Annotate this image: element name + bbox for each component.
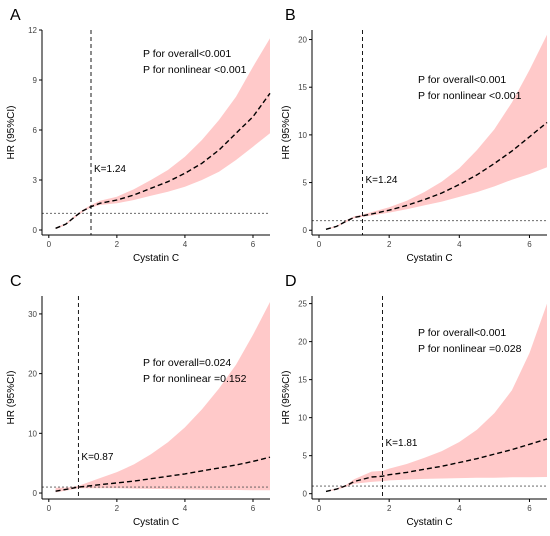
knot-label: K=0.87 (81, 452, 113, 463)
knot-label: K=1.81 (386, 438, 418, 449)
hr-curve (55, 92, 271, 229)
x-tick-label: 0 (317, 240, 322, 249)
p-value-annotation: P for overall<0.001 (418, 327, 506, 339)
x-tick-label: 0 (47, 504, 52, 513)
y-tick-label: 10 (298, 131, 307, 140)
panel-d: D 0 5 10 15 20 25 0 2 4 6 Cystatin C HR (95%CI) P for… (281, 273, 548, 528)
x-tick-label: 0 (317, 504, 322, 513)
y-tick-label: 5 (303, 179, 308, 188)
panel-letter: B (285, 7, 296, 24)
x-tick-label: 2 (115, 240, 120, 249)
x-tick-label: 4 (183, 504, 188, 513)
y-tick-label: 9 (33, 76, 38, 85)
panel-b: B 0 5 10 15 20 0 2 4 6 Cystatin C HR (95%CI) P for o… (281, 7, 548, 264)
y-tick-label: 10 (298, 414, 307, 423)
y-tick-label: 30 (28, 310, 37, 319)
x-tick-label: 2 (115, 504, 120, 513)
ci-band (326, 303, 547, 492)
p-value-annotation: P for overall<0.001 (143, 48, 231, 60)
x-tick-label: 6 (251, 240, 256, 249)
y-tick-label: 25 (298, 300, 307, 309)
panel-letter: C (10, 273, 22, 290)
y-axis-title: HR (95%CI) (6, 371, 17, 425)
ci-band (326, 34, 547, 230)
x-tick-label: 0 (47, 240, 52, 249)
knot-label: K=1.24 (94, 164, 126, 175)
y-tick-label: 15 (298, 83, 307, 92)
y-tick-label: 10 (28, 429, 37, 438)
y-tick-label: 0 (303, 226, 308, 235)
x-tick-label: 6 (251, 504, 256, 513)
x-tick-label: 6 (527, 504, 532, 513)
p-value-annotation: P for nonlinear =0.152 (143, 373, 247, 385)
y-tick-label: 0 (33, 489, 38, 498)
p-value-annotation: P for nonlinear <0.001 (143, 64, 247, 76)
y-tick-label: 0 (33, 226, 38, 235)
panel-letter: A (10, 7, 21, 24)
ci-band (55, 38, 270, 230)
x-tick-label: 6 (527, 240, 532, 249)
x-axis-title: Cystatin C (406, 253, 452, 264)
hr-curve (325, 438, 548, 493)
y-axis-title: HR (95%CI) (281, 106, 292, 160)
y-tick-label: 3 (33, 176, 38, 185)
p-value-annotation: P for nonlinear <0.001 (418, 90, 522, 102)
knot-label: K=1.24 (366, 175, 398, 186)
y-tick-label: 5 (303, 452, 308, 461)
hr-curve (325, 121, 548, 230)
x-tick-label: 4 (183, 240, 188, 249)
y-tick-label: 6 (33, 126, 38, 135)
hr-curve (55, 456, 271, 492)
panel-letter: D (285, 273, 297, 290)
y-tick-label: 0 (303, 490, 308, 499)
x-tick-label: 4 (457, 240, 462, 249)
x-axis-title: Cystatin C (133, 253, 179, 264)
y-axis-title: HR (95%CI) (6, 106, 17, 160)
x-axis-title: Cystatin C (406, 517, 452, 528)
y-tick-label: 12 (28, 26, 37, 35)
p-value-annotation: P for nonlinear =0.028 (418, 343, 522, 355)
y-axis-title: HR (95%CI) (281, 371, 292, 425)
x-tick-label: 2 (387, 504, 392, 513)
p-value-annotation: P for overall<0.001 (418, 74, 506, 86)
panel-c: C 0 10 20 30 0 2 4 6 Cystatin C HR (95%CI) P for ov… (6, 273, 271, 528)
x-axis-title: Cystatin C (133, 517, 179, 528)
y-tick-label: 20 (28, 370, 37, 379)
panel-a: A 0 3 6 9 12 0 2 4 6 Cystatin C HR (95%CI) P for ove… (6, 7, 271, 264)
x-tick-label: 2 (387, 240, 392, 249)
y-tick-label: 20 (298, 36, 307, 45)
ci-band (55, 302, 270, 493)
x-tick-label: 4 (457, 504, 462, 513)
p-value-annotation: P for overall=0.024 (143, 357, 231, 369)
y-tick-label: 20 (298, 338, 307, 347)
y-tick-label: 15 (298, 376, 307, 385)
